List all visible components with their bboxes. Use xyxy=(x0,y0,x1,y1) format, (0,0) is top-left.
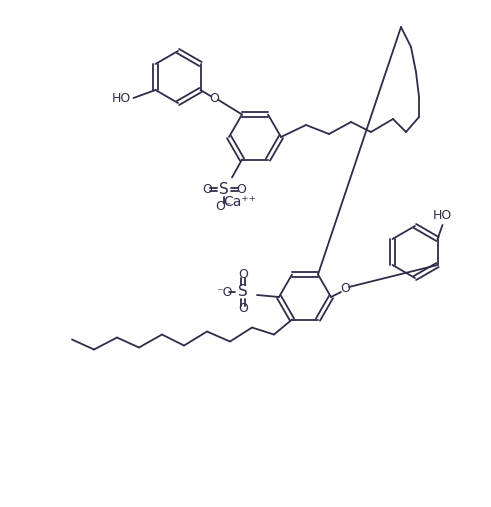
Text: O: O xyxy=(238,269,248,281)
Text: ⁻O: ⁻O xyxy=(216,285,232,299)
Text: HO: HO xyxy=(112,91,131,104)
Text: O: O xyxy=(210,91,219,104)
Text: O: O xyxy=(236,183,246,196)
Text: S: S xyxy=(219,182,229,197)
Text: O: O xyxy=(340,282,350,296)
Text: S: S xyxy=(238,284,248,300)
Text: Ca⁺⁺: Ca⁺⁺ xyxy=(223,195,256,209)
Text: O: O xyxy=(238,303,248,315)
Text: O: O xyxy=(202,183,212,196)
Text: HO: HO xyxy=(433,208,452,222)
Text: O⁻: O⁻ xyxy=(216,200,232,213)
